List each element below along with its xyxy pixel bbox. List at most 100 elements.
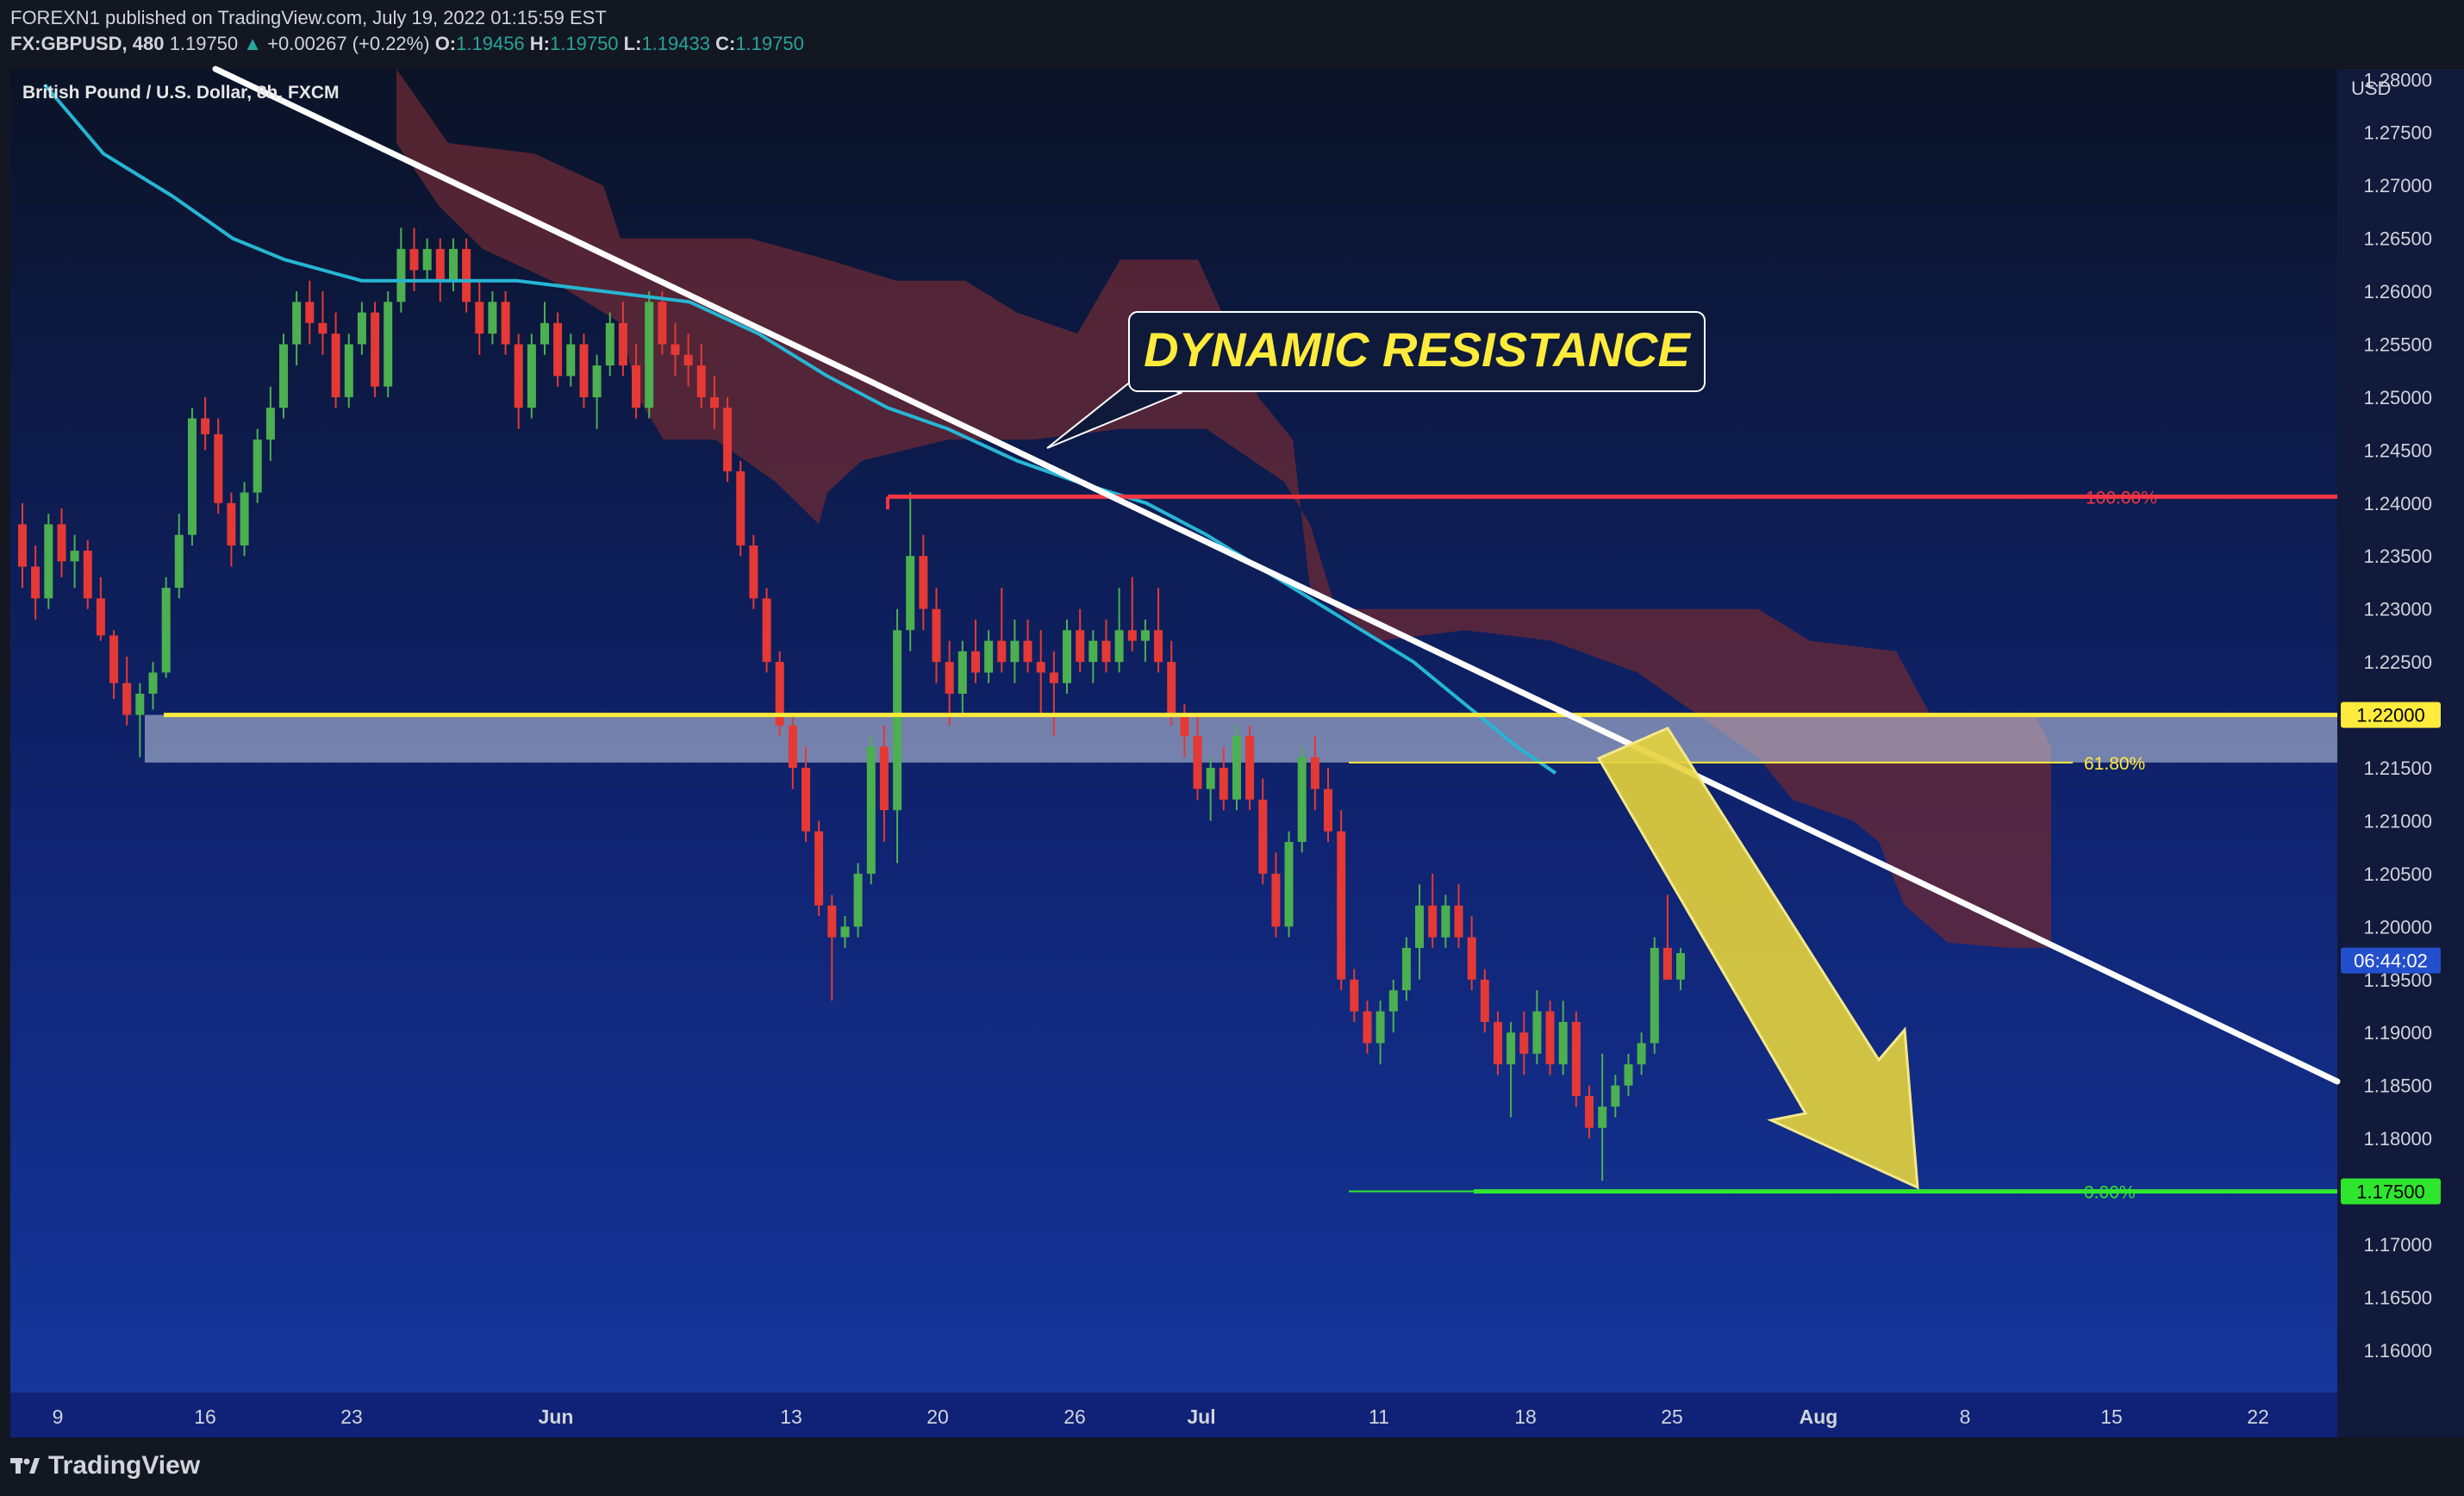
candle-body[interactable] bbox=[919, 556, 928, 609]
candle-body[interactable] bbox=[618, 322, 627, 366]
candle-body[interactable] bbox=[1271, 873, 1281, 927]
candle-body[interactable] bbox=[723, 408, 733, 471]
candle-body[interactable] bbox=[357, 312, 366, 345]
symbol-label[interactable]: FX:GBPUSD, 480 bbox=[10, 33, 165, 54]
candle-body[interactable] bbox=[1193, 736, 1202, 789]
candle-body[interactable] bbox=[866, 746, 876, 874]
candle-body[interactable] bbox=[1662, 947, 1672, 980]
candle-body[interactable] bbox=[1206, 768, 1215, 789]
candle-body[interactable] bbox=[710, 396, 719, 408]
candle-body[interactable] bbox=[1519, 1032, 1529, 1054]
candle-body[interactable] bbox=[1624, 1064, 1633, 1086]
candle-body[interactable] bbox=[749, 545, 758, 599]
candle-body[interactable] bbox=[1441, 905, 1450, 938]
ema-line[interactable] bbox=[43, 84, 1557, 775]
candle-body[interactable] bbox=[762, 598, 771, 663]
candle-body[interactable] bbox=[1532, 1011, 1542, 1054]
candle-body[interactable] bbox=[201, 418, 210, 434]
candle-body[interactable] bbox=[997, 640, 1007, 663]
candle-body[interactable] bbox=[1545, 1011, 1555, 1064]
candle-body[interactable] bbox=[57, 524, 66, 562]
candle-body[interactable] bbox=[1036, 662, 1045, 673]
candle-body[interactable] bbox=[958, 651, 967, 694]
candle-body[interactable] bbox=[109, 635, 119, 683]
candle-body[interactable] bbox=[683, 354, 693, 366]
candle-body[interactable] bbox=[853, 873, 863, 927]
candle-body[interactable] bbox=[1089, 640, 1098, 663]
candle-body[interactable] bbox=[1101, 640, 1111, 663]
candle-body[interactable] bbox=[645, 302, 654, 408]
candle-body[interactable] bbox=[18, 524, 27, 567]
tradingview-footer[interactable]: TradingView bbox=[10, 1451, 200, 1480]
candle-body[interactable] bbox=[1284, 842, 1294, 927]
candle-body[interactable] bbox=[292, 302, 302, 345]
candle-body[interactable] bbox=[265, 408, 275, 440]
candle-body[interactable] bbox=[422, 248, 432, 271]
candle-body[interactable] bbox=[1010, 640, 1020, 663]
candle-body[interactable] bbox=[932, 608, 941, 663]
candle-body[interactable] bbox=[566, 344, 576, 377]
candle-body[interactable] bbox=[1127, 630, 1137, 641]
candle-body[interactable] bbox=[893, 630, 902, 811]
candle-body[interactable] bbox=[83, 551, 92, 599]
candle-body[interactable] bbox=[1114, 630, 1124, 663]
candle-body[interactable] bbox=[488, 302, 497, 334]
candle-body[interactable] bbox=[318, 322, 327, 334]
candle-body[interactable] bbox=[174, 534, 184, 589]
candle-body[interactable] bbox=[279, 344, 288, 408]
candle-body[interactable] bbox=[658, 302, 667, 345]
candle-body[interactable] bbox=[227, 502, 236, 545]
candle-body[interactable] bbox=[1023, 640, 1032, 663]
candle-body[interactable] bbox=[1598, 1106, 1607, 1128]
candle-body[interactable] bbox=[1063, 630, 1071, 683]
candle-body[interactable] bbox=[96, 598, 105, 636]
candle-body[interactable] bbox=[1571, 1021, 1581, 1096]
candle-body[interactable] bbox=[148, 672, 158, 694]
candle-body[interactable] bbox=[775, 662, 784, 726]
candle-body[interactable] bbox=[1467, 937, 1476, 980]
candle-body[interactable] bbox=[1676, 953, 1685, 980]
candle-body[interactable] bbox=[906, 556, 915, 631]
candle-body[interactable] bbox=[396, 248, 406, 302]
candle-body[interactable] bbox=[462, 248, 471, 302]
candle-body[interactable] bbox=[1650, 947, 1659, 1044]
candle-body[interactable] bbox=[1324, 789, 1332, 832]
candle-body[interactable] bbox=[305, 302, 315, 323]
candle-body[interactable] bbox=[70, 551, 79, 562]
candle-body[interactable] bbox=[1428, 905, 1438, 938]
candle-body[interactable] bbox=[1611, 1085, 1620, 1107]
candle-body[interactable] bbox=[1154, 630, 1163, 663]
candle-body[interactable] bbox=[802, 768, 810, 832]
candle-body[interactable] bbox=[840, 926, 850, 938]
candle-body[interactable] bbox=[475, 302, 484, 334]
candle-body[interactable] bbox=[553, 322, 563, 377]
candle-body[interactable] bbox=[671, 344, 680, 355]
candle-body[interactable] bbox=[1245, 736, 1255, 800]
candle-body[interactable] bbox=[1454, 905, 1463, 938]
candle-body[interactable] bbox=[1415, 905, 1424, 948]
candle-body[interactable] bbox=[592, 365, 602, 397]
candle-body[interactable] bbox=[435, 248, 445, 281]
candle-body[interactable] bbox=[696, 365, 706, 397]
candle-body[interactable] bbox=[814, 831, 824, 906]
candle-body[interactable] bbox=[788, 725, 797, 769]
candle-body[interactable] bbox=[1337, 831, 1346, 980]
candle-body[interactable] bbox=[1494, 1021, 1502, 1065]
candle-body[interactable] bbox=[1637, 1043, 1646, 1065]
candle-body[interactable] bbox=[827, 905, 837, 938]
candle-body[interactable] bbox=[214, 433, 223, 503]
candle-body[interactable] bbox=[449, 248, 458, 281]
candle-body[interactable] bbox=[161, 588, 171, 673]
candle-body[interactable] bbox=[344, 344, 353, 397]
candle-body[interactable] bbox=[1297, 757, 1307, 842]
candle-body[interactable] bbox=[501, 302, 510, 345]
candle-body[interactable] bbox=[135, 694, 145, 715]
candle-body[interactable] bbox=[1140, 630, 1150, 641]
candle-body[interactable] bbox=[971, 651, 980, 673]
candle-body[interactable] bbox=[1180, 714, 1189, 737]
candle-body[interactable] bbox=[1076, 630, 1085, 663]
candle-body[interactable] bbox=[31, 566, 41, 599]
candle-body[interactable] bbox=[1258, 799, 1268, 874]
candle-body[interactable] bbox=[253, 439, 262, 493]
